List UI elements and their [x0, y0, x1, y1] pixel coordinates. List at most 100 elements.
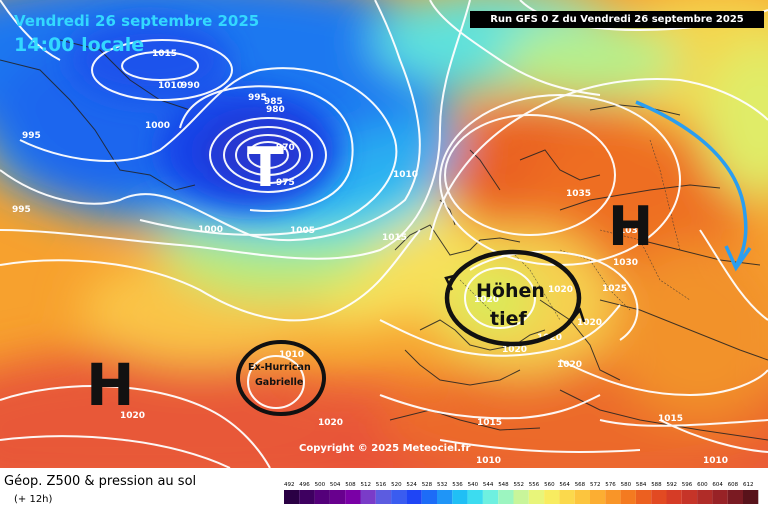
legend-swatch: [498, 490, 514, 504]
legend-swatch: [727, 490, 743, 504]
legend-swatch: [620, 490, 636, 504]
legend-swatch: [605, 490, 621, 504]
legend-swatch: [482, 490, 499, 504]
isobar-label: 1010: [279, 350, 304, 360]
legend-tick-label: 500: [315, 482, 326, 488]
legend-tick-label: 536: [452, 482, 463, 488]
legend-swatch: [559, 490, 575, 504]
legend-swatch: [743, 490, 759, 504]
legend-tick-label: 572: [590, 482, 601, 488]
legend-swatch: [528, 490, 545, 504]
legend-tick-label: 528: [422, 482, 433, 488]
legend-swatch: [697, 490, 713, 504]
gabrielle-annotation: Ex-Hurrican Gabrielle: [236, 340, 326, 416]
legend-tick-label: 524: [406, 482, 417, 488]
isobar-label: 985: [264, 97, 283, 107]
isobar-labels: 1015 1010 990 1000 995 985 980 970 975 9…: [12, 49, 728, 466]
isobar-label: 1020: [548, 285, 573, 295]
legend-swatch: [574, 490, 590, 504]
legend-tick-label: 508: [345, 482, 356, 488]
gabrielle-label-line1: Ex-Hurrican: [248, 362, 311, 373]
legend-tick-label: 552: [514, 482, 525, 488]
isobar-label: 995: [22, 131, 41, 141]
legend-swatch: [421, 490, 437, 504]
legend-swatch: [544, 490, 560, 504]
legend-tick-label: 588: [651, 482, 662, 488]
isobar-label: 1000: [198, 225, 223, 235]
legend-tick-label: 564: [559, 482, 570, 488]
legend-tick-label: 556: [529, 482, 540, 488]
isobar-label: 980: [266, 105, 285, 115]
legend-swatch: [391, 490, 407, 504]
high-pressure-symbol-azores: H: [86, 351, 135, 419]
isobar-label: 1015: [477, 418, 502, 428]
isobar-label: 1025: [602, 284, 627, 294]
legend-swatch: [329, 490, 346, 504]
upper-low-annotation: Höhen tief: [444, 249, 586, 347]
isobar-label: 995: [12, 205, 31, 215]
legend-swatch: [314, 490, 330, 504]
isobar-label: 1015: [152, 49, 177, 59]
legend-ticks: 492 496 500 504 508 512 516 520 524 528 532 536 540 5…: [284, 482, 754, 488]
isobar-label: 1000: [145, 121, 170, 131]
isobar-label: 1020: [318, 418, 343, 428]
legend-tick-label: 516: [376, 482, 387, 488]
low-pressure-symbol: T: [247, 136, 284, 199]
legend-tick-label: 560: [544, 482, 555, 488]
legend-tick-label: 612: [743, 482, 754, 488]
legend-swatch: [635, 490, 652, 504]
isobar-label: 1010: [476, 456, 501, 466]
legend-swatch: [712, 490, 728, 504]
legend-swatch: [681, 490, 698, 504]
legend-tick-label: 548: [498, 482, 509, 488]
legend-tick-label: 540: [468, 482, 479, 488]
legend-tick-label: 604: [712, 482, 723, 488]
isobar-label: 995: [248, 93, 267, 103]
legend-swatch: [590, 490, 606, 504]
legend-swatches: [284, 490, 759, 504]
legend-swatch: [299, 490, 315, 504]
legend-tick-label: 608: [728, 482, 739, 488]
isobar-label: 1030: [613, 258, 638, 268]
legend-tick-label: 492: [284, 482, 295, 488]
gabrielle-label-line2: Gabrielle: [255, 377, 303, 388]
legend-tick-label: 532: [437, 482, 448, 488]
high-pressure-symbol-russia: H: [608, 195, 653, 258]
isobar-label: 1020: [577, 318, 602, 328]
legend-swatch: [345, 490, 361, 504]
pressure-centers: T H H: [86, 136, 653, 419]
legend-tick-label: 496: [299, 482, 310, 488]
legend-swatch: [375, 490, 392, 504]
isobar-label: 970: [276, 143, 295, 153]
isobar-label: 1010: [703, 456, 728, 466]
upper-low-label-line1: Höhen: [476, 280, 545, 302]
legend-tick-label: 520: [391, 482, 402, 488]
legend-swatch: [513, 490, 529, 504]
run-info-bar: Run GFS 0 Z du Vendredi 26 septembre 202…: [470, 11, 764, 28]
isobars: [0, 0, 768, 468]
isobar-label: 1035: [619, 226, 644, 236]
legend-tick-label: 600: [697, 482, 708, 488]
forecast-lead-time: (+ 12h): [14, 494, 53, 505]
legend-tick-label: 580: [621, 482, 632, 488]
legend-tick-label: 584: [636, 482, 647, 488]
legend-tick-label: 576: [605, 482, 616, 488]
isobar-label: 1015: [382, 233, 407, 243]
map-title: Géop. Z500 & pression au sol: [4, 474, 197, 489]
legend-swatch: [360, 490, 376, 504]
legend-swatch: [437, 490, 453, 504]
forecast-time: 14:00 locale: [14, 34, 145, 56]
legend-tick-label: 504: [330, 482, 341, 488]
legend-tick-label: 544: [483, 482, 494, 488]
color-legend: 492 496 500 504 508 512 516 520 524 528 532 536 540 5…: [284, 482, 759, 504]
legend-tick-label: 592: [667, 482, 678, 488]
isobar-label: 1020: [502, 345, 527, 355]
copyright-text: Copyright © 2025 Meteociel.fr: [299, 443, 471, 454]
isobar-label: 975: [276, 178, 295, 188]
legend-tick-label: 568: [575, 482, 586, 488]
isobar-label: 1005: [290, 226, 315, 236]
legend-swatch: [467, 490, 483, 504]
legend-tick-label: 596: [682, 482, 693, 488]
flow-arrow: [635, 100, 752, 272]
